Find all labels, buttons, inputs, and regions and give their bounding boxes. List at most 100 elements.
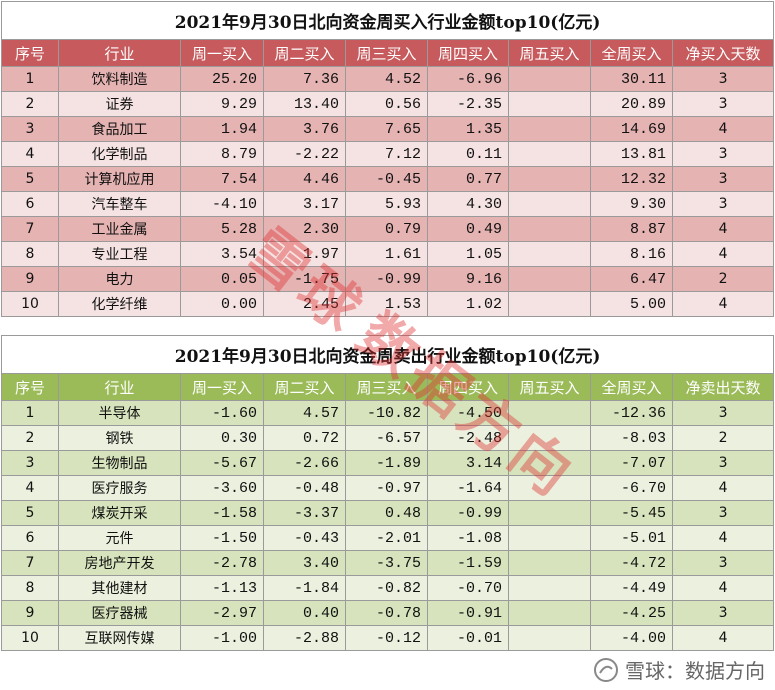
value-cell: 3.40 [263, 550, 346, 576]
industry-cell: 煤炭开采 [58, 500, 181, 526]
value-cell: 0.49 [427, 216, 509, 242]
value-cell: -0.99 [345, 266, 428, 292]
value-cell: -4.50 [427, 400, 509, 426]
sell-table: 2021年9月30日北向资金周卖出行业金额top10(亿元) 序号 行业 周一买入 周二… [0, 335, 775, 651]
value-cell: 4.46 [263, 166, 346, 192]
value-cell: -0.70 [427, 575, 509, 601]
value-cell: 3 [671, 550, 775, 576]
logo-icon [594, 657, 618, 682]
value-cell: -0.78 [345, 600, 428, 626]
table-row: 8 专业工程 3.54 1.97 1.61 1.05 8.16 4 [1, 241, 775, 267]
value-cell: -2.66 [263, 450, 346, 476]
value-cell: -1.59 [427, 550, 509, 576]
value-cell: -3.37 [263, 500, 346, 526]
value-cell: 9 [1, 266, 59, 292]
value-cell: 1.94 [180, 116, 264, 142]
industry-cell: 元件 [58, 525, 181, 551]
value-cell: 6 [1, 525, 59, 551]
value-cell: 0.48 [345, 500, 428, 526]
value-cell: -0.99 [427, 500, 509, 526]
column-header: 全周买入 [590, 373, 673, 401]
title-row: 2021年9月30日北向资金周买入行业金额top10(亿元) [0, 1, 775, 40]
value-cell: 4 [671, 241, 775, 267]
value-cell: 0.11 [427, 141, 509, 167]
value-cell: 5.93 [345, 191, 428, 217]
value-cell: 2.45 [263, 291, 346, 317]
table-row: 5 煤炭开采 -1.58 -3.37 0.48 -0.99 -5.45 3 [1, 500, 775, 526]
value-cell [508, 525, 591, 551]
value-cell: -1.64 [427, 475, 509, 501]
value-cell: 7.65 [345, 116, 428, 142]
industry-cell: 医疗器械 [58, 600, 181, 626]
column-header: 周一买入 [180, 39, 264, 67]
industry-cell: 化学纤维 [58, 291, 181, 317]
value-cell: 30.11 [590, 66, 673, 92]
value-cell: -8.03 [590, 425, 673, 451]
value-cell: 3 [671, 450, 775, 476]
value-cell: 9.16 [427, 266, 509, 292]
value-cell: 9.29 [180, 91, 264, 117]
column-header: 净买入天数 [671, 39, 775, 67]
value-cell: 1.53 [345, 291, 428, 317]
value-cell: -1.13 [180, 575, 264, 601]
value-cell: 4 [671, 475, 775, 501]
value-cell: 6 [1, 191, 59, 217]
industry-cell: 半导体 [58, 400, 181, 426]
value-cell: 3 [1, 450, 59, 476]
value-cell: 3 [671, 166, 775, 192]
value-cell: -4.10 [180, 191, 264, 217]
value-cell: -7.07 [590, 450, 673, 476]
value-cell: 3.76 [263, 116, 346, 142]
table-row: 2 证券 9.29 13.40 0.56 -2.35 20.89 3 [1, 91, 775, 117]
industry-cell: 电力 [58, 266, 181, 292]
table-row: 4 医疗服务 -3.60 -0.48 -0.97 -1.64 -6.70 4 [1, 475, 775, 501]
column-header: 周三买入 [345, 373, 428, 401]
title-row: 2021年9月30日北向资金周卖出行业金额top10(亿元) [0, 335, 775, 374]
value-cell: 8.79 [180, 141, 264, 167]
value-cell: 7.12 [345, 141, 428, 167]
column-header: 净卖出天数 [671, 373, 775, 401]
table-row: 10 化学纤维 0.00 2.45 1.53 1.02 5.00 4 [1, 291, 775, 317]
value-cell: -5.67 [180, 450, 264, 476]
value-cell: 0.00 [180, 291, 264, 317]
value-cell: 0.56 [345, 91, 428, 117]
value-cell: -2.48 [427, 425, 509, 451]
value-cell: 10 [1, 625, 59, 651]
industry-cell: 其他建材 [58, 575, 181, 601]
value-cell: 3 [671, 500, 775, 526]
value-cell: 0.79 [345, 216, 428, 242]
footer-logo: 雪球：数据方向 [593, 655, 765, 684]
value-cell: -4.49 [590, 575, 673, 601]
value-cell: 4 [1, 141, 59, 167]
table-row: 2 钢铁 0.30 0.72 -6.57 -2.48 -8.03 2 [1, 425, 775, 451]
value-cell: 7 [1, 216, 59, 242]
column-header: 周三买入 [345, 39, 428, 67]
value-cell: 13.81 [590, 141, 673, 167]
value-cell: -2.22 [263, 141, 346, 167]
industry-cell: 汽车整车 [58, 191, 181, 217]
value-cell: 25.20 [180, 66, 264, 92]
value-cell: 4 [671, 575, 775, 601]
value-cell: 10 [1, 291, 59, 317]
value-cell: -6.57 [345, 425, 428, 451]
buy-table: 2021年9月30日北向资金周买入行业金额top10(亿元) 序号 行业 周一买入 周二… [0, 1, 775, 317]
header-row: 序号 行业 周一买入 周二买入 周三买入 周四买入 周五买入 全周买入 净买入天数 [1, 39, 775, 67]
value-cell: -2.35 [427, 91, 509, 117]
column-header: 周四买入 [427, 373, 509, 401]
column-header: 行业 [58, 39, 181, 67]
industry-cell: 专业工程 [58, 241, 181, 267]
value-cell [508, 291, 591, 317]
value-cell: -1.08 [427, 525, 509, 551]
column-header: 行业 [58, 373, 181, 401]
value-cell: 4 [671, 525, 775, 551]
value-cell: 5 [1, 166, 59, 192]
industry-cell: 饮料制造 [58, 66, 181, 92]
value-cell: -2.01 [345, 525, 428, 551]
value-cell: -1.58 [180, 500, 264, 526]
value-cell: 7 [1, 550, 59, 576]
value-cell: 20.89 [590, 91, 673, 117]
table-row: 1 半导体 -1.60 4.57 -10.82 -4.50 -12.36 3 [1, 400, 775, 426]
value-cell: -3.60 [180, 475, 264, 501]
table-row: 4 化学制品 8.79 -2.22 7.12 0.11 13.81 3 [1, 141, 775, 167]
